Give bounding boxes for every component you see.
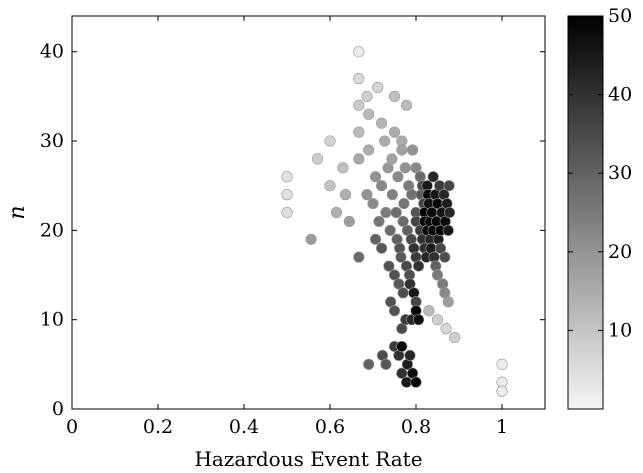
scatter-point: [431, 269, 444, 281]
scatter-point: [449, 331, 461, 344]
scatter-point: [388, 126, 401, 138]
scatter-point: [337, 162, 349, 174]
scatter-point: [353, 72, 365, 85]
scatter-point: [442, 224, 454, 236]
colorbar-tick-label: 10: [608, 319, 632, 341]
scatter-point: [396, 340, 408, 353]
scatter-point: [361, 90, 373, 102]
scatter-point: [363, 358, 375, 370]
scatter-point: [383, 260, 395, 272]
scatter-point: [496, 358, 508, 370]
y-axis-label: n: [5, 205, 30, 219]
scatter-point: [376, 242, 388, 254]
scatter-point: [281, 171, 293, 183]
x-tick-label: 0.4: [229, 416, 259, 438]
scatter-point: [496, 385, 508, 397]
scatter-point: [412, 260, 425, 272]
scatter-point: [396, 144, 408, 156]
scatter-point: [427, 171, 439, 183]
scatter-point: [330, 206, 343, 219]
colorbar-tick-label: 20: [608, 241, 632, 263]
scatter-point: [397, 215, 409, 228]
x-tick-label: 0.6: [315, 416, 345, 438]
scatter-point: [397, 287, 409, 299]
scatter-point: [372, 81, 384, 94]
scatter-point: [388, 269, 401, 281]
scatter-point: [410, 376, 422, 388]
scatter-point: [353, 99, 365, 111]
x-tick-label: 0.2: [143, 416, 173, 438]
scatter-point: [353, 153, 365, 165]
y-tick-label: 30: [40, 130, 64, 152]
x-tick-label: 0: [66, 416, 78, 438]
scatter-point: [281, 206, 293, 219]
colorbar-tick-label: 50: [608, 5, 632, 27]
y-tick-label: 10: [40, 309, 64, 331]
scatter-point: [353, 46, 365, 58]
scatter-point: [395, 251, 407, 263]
scatter-point: [393, 278, 405, 290]
y-tick-label: 0: [52, 398, 64, 420]
scatter-point: [386, 153, 398, 165]
scatter-point: [353, 251, 365, 263]
scatter-point: [376, 117, 388, 129]
colorbar: [567, 15, 604, 410]
scatter-point: [311, 153, 324, 165]
scatter-point: [388, 90, 401, 102]
scatter-points: [281, 46, 508, 397]
scatter-point: [373, 215, 385, 228]
scatter-point: [363, 144, 375, 156]
scatter-point: [380, 358, 392, 370]
scatter-point: [388, 305, 401, 317]
scatter-point: [281, 189, 293, 201]
scatter-point: [361, 189, 373, 201]
x-tick-label: 1: [496, 416, 508, 438]
scatter-point: [369, 171, 382, 183]
colorbar-ticks: 10 20 30 40 50: [568, 5, 632, 341]
scatter-point: [324, 180, 336, 192]
scatter-point: [398, 197, 410, 210]
scatter-point: [440, 323, 452, 335]
scatter-point: [384, 224, 396, 236]
x-tick-label: 0.8: [401, 416, 431, 438]
scatter-point: [380, 206, 392, 219]
scatter-point: [363, 108, 375, 120]
scatter-point: [400, 99, 413, 111]
colorbar-tick-label: 30: [608, 162, 632, 184]
scatter-point: [443, 206, 456, 219]
scatter-point: [353, 126, 365, 138]
scatter-point: [406, 144, 419, 156]
scatter-point: [406, 189, 418, 201]
scatter-point: [376, 180, 388, 192]
scatter-point: [339, 189, 352, 201]
plot-frame: [71, 15, 546, 410]
scatter-point: [443, 180, 455, 192]
scatter-point: [439, 251, 451, 263]
scatter-point: [369, 233, 382, 245]
colorbar-tick-label: 40: [608, 84, 632, 106]
x-axis-label: Hazardous Event Rate: [194, 447, 422, 471]
scatter-point: [305, 233, 317, 245]
scatter-point: [390, 206, 402, 219]
scatter-point: [423, 305, 435, 317]
scatter-point: [386, 189, 398, 201]
scatter-point: [412, 314, 425, 326]
scatter-point: [392, 171, 404, 183]
scatter-point: [343, 215, 355, 228]
scatter-point: [434, 242, 447, 254]
scatter-point: [399, 162, 411, 174]
scatter-point: [442, 296, 454, 308]
scatter-point: [367, 197, 379, 210]
scatter-point: [324, 135, 336, 147]
scatter-point: [400, 376, 413, 388]
y-tick-label: 20: [40, 219, 64, 241]
y-tick-label: 40: [40, 41, 64, 63]
scatter-point: [410, 162, 422, 174]
scatter-point: [431, 314, 444, 326]
scatter-point: [404, 349, 416, 362]
scatter-point: [379, 135, 391, 147]
